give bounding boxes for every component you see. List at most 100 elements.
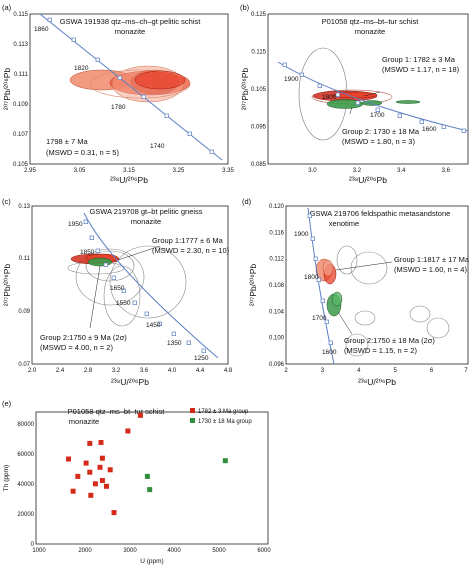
panel-b-concordia xyxy=(277,61,469,132)
concordia-marker xyxy=(441,124,446,129)
panel-b-yticks: 0.085 0.095 0.105 0.115 0.125 xyxy=(251,12,267,168)
x-tick-label: 3.2 xyxy=(353,168,362,174)
data-point-group1 xyxy=(125,428,131,434)
y-tick-label: 0.111 xyxy=(14,72,29,78)
concordia-marker xyxy=(299,72,304,77)
panel-e-title: P01058 qtz–ms–bt–tur schist xyxy=(68,407,166,416)
panel-d-ylabel: ²⁰⁷Pb/²⁰⁶Pb xyxy=(248,264,258,306)
data-point-group1 xyxy=(92,481,98,487)
concordia-marker xyxy=(461,128,466,133)
x-tick-label: 2.0 xyxy=(28,368,37,374)
panel-d-group2-annotation: Group 2:1750 ± 18 Ma (2σ) xyxy=(344,336,435,345)
data-point-group1 xyxy=(111,510,117,516)
panel-b-age-label: 1600 xyxy=(422,126,437,133)
panel-d-yticks: 0.096 0.100 0.104 0.108 0.112 0.116 0.12… xyxy=(269,204,285,368)
y-tick-label: 0.11 xyxy=(19,256,31,262)
x-tick-label: 4000 xyxy=(167,548,181,554)
panel-c-title: GSWA 219708 gt–bt pelitic gneiss xyxy=(89,207,202,216)
data-point-group1 xyxy=(70,488,76,494)
data-point-group1 xyxy=(98,440,104,445)
panel-e-xlabel: U (ppm) xyxy=(140,558,163,565)
panel-b-group2-leader xyxy=(349,106,353,115)
concordia-marker xyxy=(313,256,318,261)
x-tick-label: 5 xyxy=(394,368,398,374)
x-tick-label: 4 xyxy=(357,368,361,374)
panel-d-grey-ellipse xyxy=(350,251,388,285)
panel-c-age-label: 1350 xyxy=(167,340,182,347)
concordia-marker xyxy=(144,311,149,316)
concordia-marker xyxy=(282,62,287,67)
x-tick-label: 3.25 xyxy=(173,168,185,174)
panel-b-label: (b) xyxy=(240,3,250,12)
panel-a-annotation-mswd: (MSWD = 0.31, n = 5) xyxy=(46,148,119,157)
concordia-marker xyxy=(335,92,340,97)
panel-a-label: (a) xyxy=(2,3,12,12)
panel-d-group1-annotation: Group 1:1817 ± 17 Ma xyxy=(394,255,470,264)
y-tick-label: 0.100 xyxy=(269,336,285,342)
concordia-marker xyxy=(71,37,76,42)
panel-c-grey-ellipse xyxy=(75,248,145,306)
panel-e-points xyxy=(66,412,228,516)
data-point-group1 xyxy=(87,469,93,475)
data-point-group1 xyxy=(99,455,105,461)
y-tick-label: 0.07 xyxy=(18,362,30,368)
panel-a-age-label: 1820 xyxy=(74,65,89,72)
panel-d-xticks: 2 3 4 5 6 7 xyxy=(284,368,468,374)
concordia-marker xyxy=(141,94,146,99)
panel-c-age-label: 1250 xyxy=(194,355,209,362)
panel-d-label: (d) xyxy=(242,197,252,206)
panel-d-group1-mswd: (MSWD = 1.60, n = 4) xyxy=(394,265,467,274)
y-tick-label: 0.120 xyxy=(269,204,285,210)
panel-d-age-label: 1600 xyxy=(322,349,337,356)
y-tick-label: 0.105 xyxy=(251,87,267,93)
panel-a-age-label: 1740 xyxy=(150,143,165,150)
panel-b-group2-ellipse xyxy=(395,100,421,104)
y-tick-label: 0.13 xyxy=(18,204,30,210)
panel-d-concordia-markers xyxy=(307,213,333,345)
panel-d-group2-leader xyxy=(337,311,353,335)
y-tick-label: 0.125 xyxy=(251,12,267,18)
concordia-marker xyxy=(419,119,424,124)
panel-e-xticks: 1000 2000 3000 4000 5000 6000 xyxy=(32,548,271,554)
panel-b-xlabel: ²³⁸U/²⁰⁶Pb xyxy=(349,175,387,185)
concordia-marker xyxy=(121,288,126,293)
concordia-marker xyxy=(117,75,122,80)
x-tick-label: 3.6 xyxy=(140,368,149,374)
x-tick-label: 7 xyxy=(464,368,468,374)
panel-e: (e) P01058 qtz–ms–bt–tur schist monazite… xyxy=(2,399,271,565)
x-tick-label: 2 xyxy=(284,368,288,374)
y-tick-label: 0.115 xyxy=(13,12,28,18)
panel-c-subtitle: monazite xyxy=(131,217,161,226)
concordia-marker xyxy=(201,348,206,353)
x-tick-label: 1000 xyxy=(32,548,46,554)
panel-e-ylabel: Th (ppm) xyxy=(3,465,10,491)
y-tick-label: 40000 xyxy=(17,482,34,488)
panel-c-group1-leader xyxy=(117,245,161,261)
panel-c-concordia-markers xyxy=(83,219,206,353)
panel-a-ellipse-5 xyxy=(134,70,186,90)
panel-c-group2-leader xyxy=(89,265,101,329)
panel-d-grey-ellipse xyxy=(426,317,450,339)
panel-d-plot-area xyxy=(285,205,469,365)
panel-d-grey-ellipse xyxy=(336,245,358,275)
concordia-marker xyxy=(187,131,192,136)
y-tick-label: 0.09 xyxy=(18,309,30,315)
panel-c-age-label: 1650 xyxy=(110,285,125,292)
panel-c-ylabel: ²⁰⁷Pb/²⁰⁶Pb xyxy=(2,264,12,306)
panel-d-group2-mswd: (MSWD = 1.15, n = 2) xyxy=(344,346,417,355)
panel-c-group2-ellipse xyxy=(87,257,113,267)
concordia-marker xyxy=(397,113,402,118)
panel-a-concordia-markers xyxy=(47,17,214,154)
panel-c-xticks: 2.0 2.4 2.8 3.2 3.6 4.0 4.4 4.8 xyxy=(28,368,233,374)
y-tick-label: 0 xyxy=(31,542,35,548)
data-point-group1 xyxy=(87,440,93,446)
concordia-marker xyxy=(310,236,315,241)
panel-d-group2-ellipse xyxy=(331,291,343,307)
concordia-marker xyxy=(47,17,52,22)
panel-a-yticks: 0.105 0.107 0.109 0.111 0.113 0.115 xyxy=(13,12,29,168)
y-tick-label: 0.104 xyxy=(269,309,285,315)
x-tick-label: 3.35 xyxy=(222,168,234,174)
y-tick-label: 0.113 xyxy=(13,42,28,48)
concordia-marker xyxy=(95,248,100,253)
